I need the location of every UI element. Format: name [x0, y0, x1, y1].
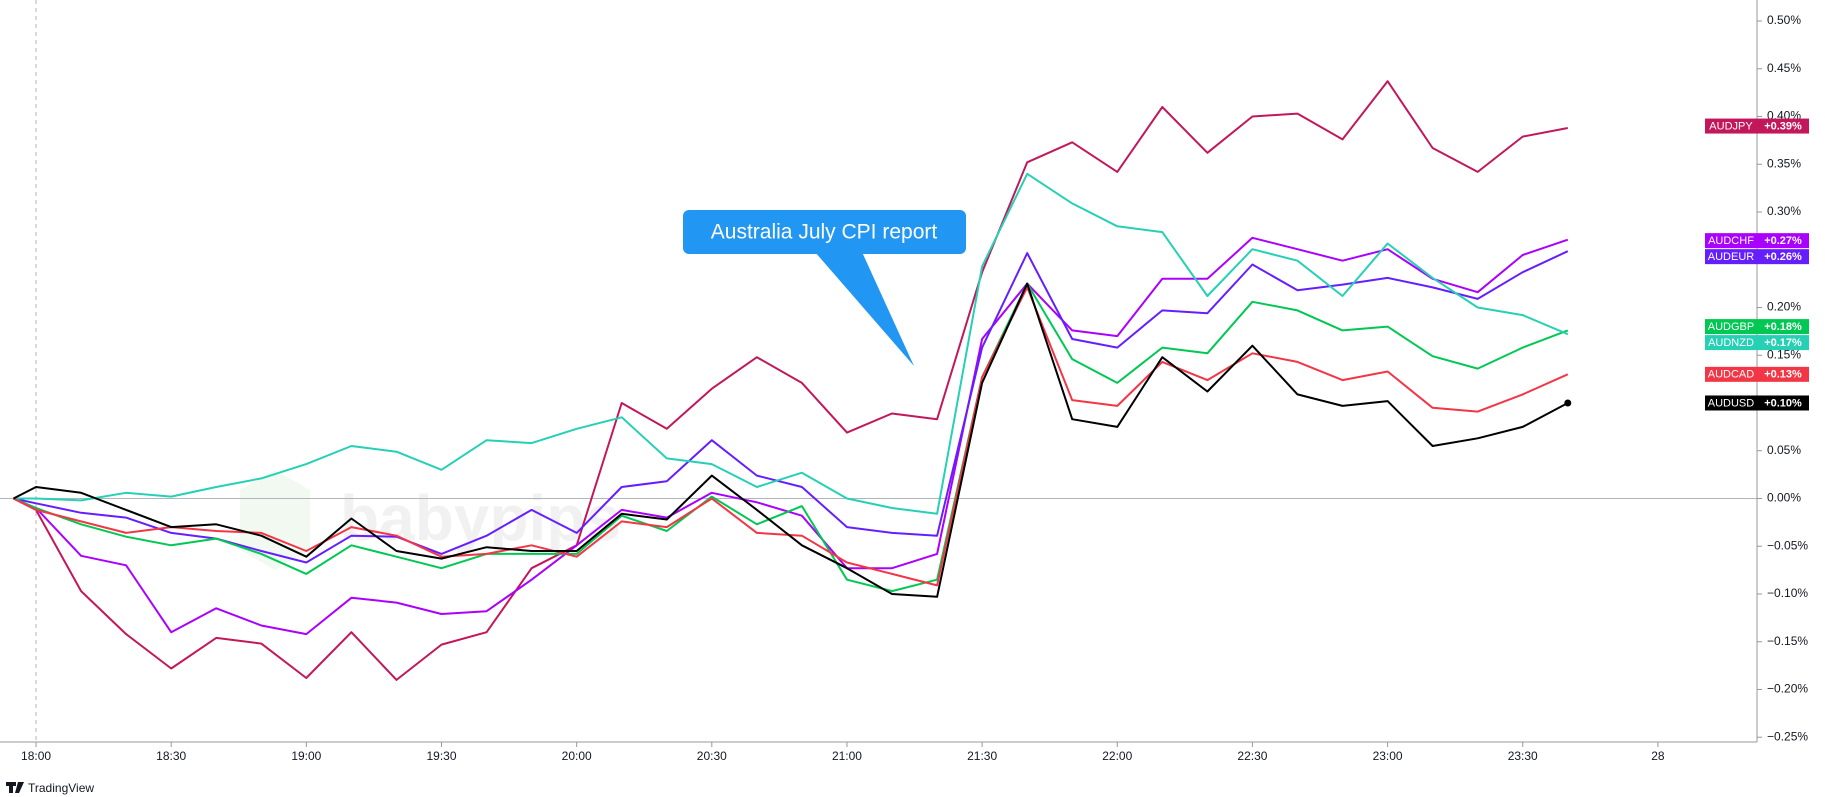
end-label: AUDJPY +0.39% [1705, 118, 1809, 134]
footer-text: TradingView [28, 781, 94, 795]
end-label-value: +0.18% [1764, 321, 1802, 333]
series-line [13, 282, 1569, 593]
end-label-name-box [1705, 249, 1757, 265]
end-label-value: +0.26% [1764, 251, 1802, 263]
end-label: AUDGBP +0.18% [1705, 319, 1809, 335]
end-label-value-box [1757, 233, 1809, 249]
x-tick-label: 19:30 [426, 749, 456, 763]
x-tick-label: 23:30 [1508, 749, 1538, 763]
end-label-value: +0.39% [1764, 120, 1802, 132]
end-label-value-box [1757, 319, 1809, 335]
end-label-value-box [1757, 335, 1809, 351]
end-label-name: AUDJPY [1709, 120, 1753, 132]
end-label: AUDUSD +0.10% [1705, 395, 1809, 411]
x-tick-label: 19:00 [291, 749, 321, 763]
series-line [13, 282, 1569, 598]
footer-logo [6, 782, 24, 793]
x-tick-label: 21:00 [832, 749, 862, 763]
series-line [13, 236, 1569, 636]
end-label-value: +0.10% [1764, 397, 1802, 409]
plot-area [0, 0, 1757, 742]
end-label-name: AUDGBP [1708, 321, 1754, 333]
watermark: babypips [340, 482, 621, 554]
series-line [13, 80, 1568, 681]
y-tick-label: 0.35% [1767, 156, 1801, 170]
annotation-text: Australia July CPI report [711, 221, 938, 244]
end-label-value-box [1757, 118, 1809, 134]
end-label-value: +0.27% [1764, 235, 1802, 247]
end-label-name-box [1705, 335, 1757, 351]
series-line [13, 286, 1569, 587]
series-line [13, 172, 1569, 515]
x-tick-label: 28 [1651, 749, 1665, 763]
x-tick-label: 20:00 [562, 749, 592, 763]
last-point [1564, 399, 1572, 407]
end-label-name-box [1705, 233, 1757, 249]
end-label-value: +0.13% [1764, 369, 1802, 381]
end-label: AUDCHF +0.27% [1705, 233, 1809, 249]
series-line [13, 250, 1569, 564]
end-label-value: +0.17% [1764, 337, 1802, 349]
y-tick-label: −0.25% [1767, 729, 1808, 743]
x-tick-label: 18:30 [156, 749, 186, 763]
end-label-name: AUDCAD [1708, 369, 1755, 381]
x-tick-label: 22:30 [1237, 749, 1267, 763]
x-tick-label: 23:00 [1373, 749, 1403, 763]
end-label-name-box [1705, 395, 1757, 411]
footer: TradingView [6, 781, 94, 795]
y-tick-label: −0.05% [1767, 538, 1808, 552]
end-label-name: AUDEUR [1708, 251, 1755, 263]
end-label-value-box [1757, 395, 1809, 411]
end-label-name-box [1705, 366, 1757, 382]
end-label-name-box [1705, 118, 1757, 134]
y-tick-label: 0.05% [1767, 443, 1801, 457]
end-label-value-box [1757, 249, 1809, 265]
y-tick-label: 0.50% [1767, 13, 1801, 27]
annotation-box [683, 210, 966, 254]
end-label: AUDEUR +0.26% [1705, 249, 1809, 265]
y-tick-label: 0.45% [1767, 61, 1801, 75]
x-tick-label: 21:30 [967, 749, 997, 763]
end-label-value-box [1757, 366, 1809, 382]
end-label: AUDNZD +0.17% [1705, 335, 1809, 351]
annotation: Australia July CPI report [683, 210, 966, 366]
x-tick-label: 22:00 [1102, 749, 1132, 763]
y-tick-label: −0.20% [1767, 682, 1808, 696]
y-tick-label: −0.15% [1767, 634, 1808, 648]
y-tick-label: 0.15% [1767, 347, 1801, 361]
end-label: AUDCAD +0.13% [1705, 366, 1809, 382]
x-tick-label: 18:00 [21, 749, 51, 763]
y-tick-label: 0.30% [1767, 204, 1801, 218]
end-label-name-box [1705, 319, 1757, 335]
y-tick-label: 0.00% [1767, 491, 1801, 505]
y-tick-label: −0.10% [1767, 586, 1808, 600]
end-label-name: AUDNZD [1708, 337, 1754, 349]
end-label-name: AUDUSD [1708, 397, 1755, 409]
x-tick-label: 20:30 [697, 749, 727, 763]
annotation-pointer [815, 252, 914, 366]
y-tick-label: 0.20% [1767, 300, 1801, 314]
end-label-name: AUDCHF [1708, 235, 1754, 247]
